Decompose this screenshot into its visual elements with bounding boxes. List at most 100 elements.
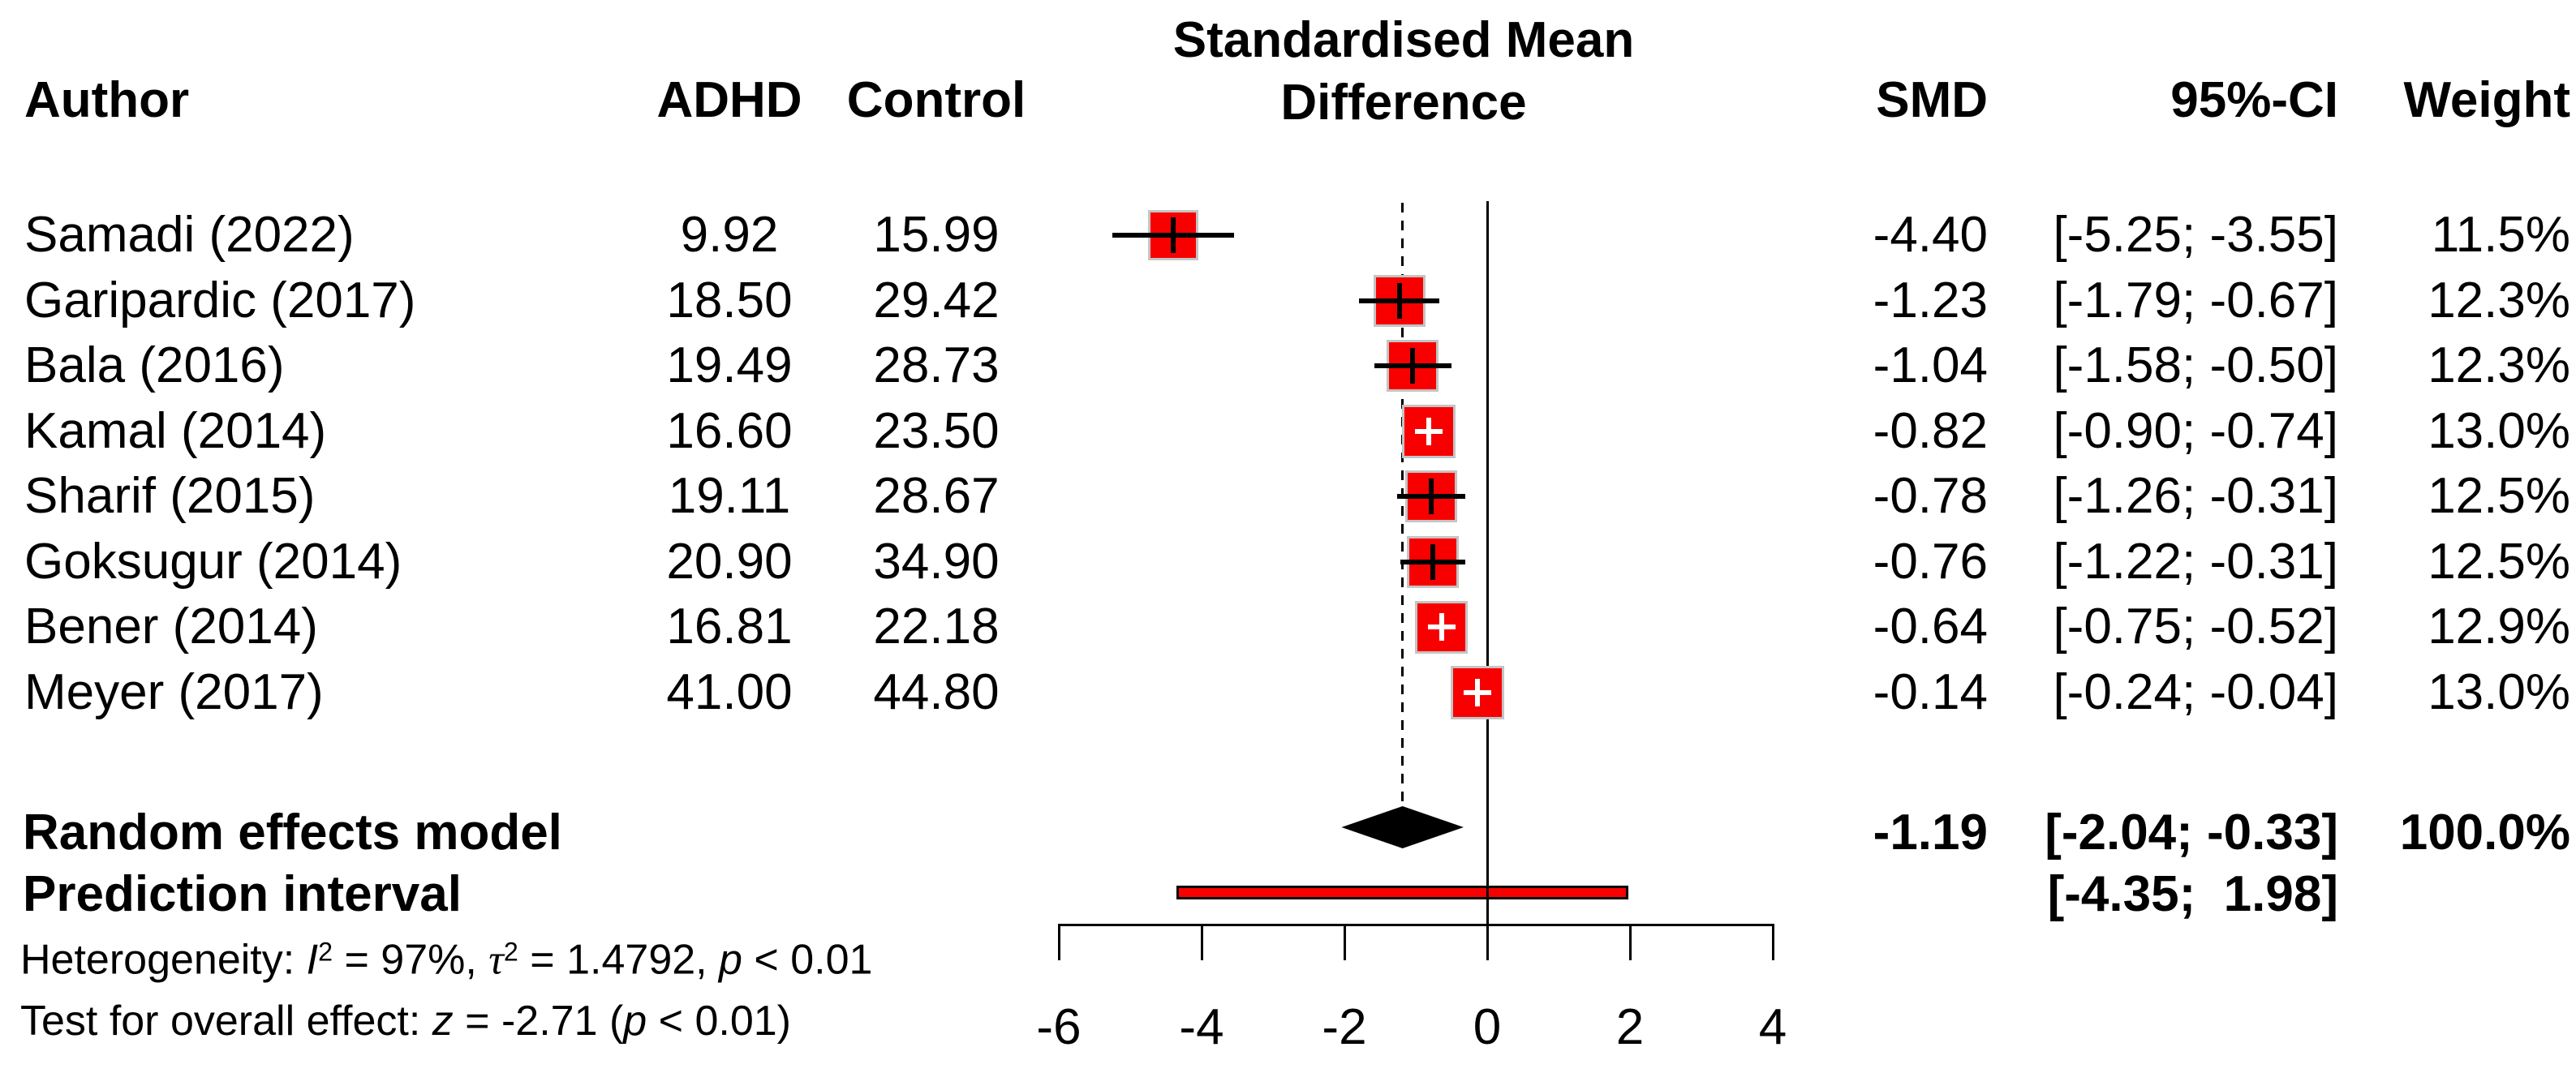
col-header-control: Control	[846, 72, 1026, 128]
study-smd: -1.23	[1873, 272, 1988, 328]
study-adhd: 18.50	[666, 272, 793, 328]
study-control: 29.42	[873, 272, 1000, 328]
zero-reference-line	[1486, 201, 1489, 924]
study-smd: -1.04	[1873, 337, 1988, 393]
col-header-adhd: ADHD	[656, 72, 802, 128]
study-weight: 12.9%	[2428, 599, 2570, 655]
study-smd: -0.76	[1873, 533, 1988, 590]
test-p-symbol: p	[623, 998, 647, 1045]
x-axis-tick	[1200, 924, 1203, 960]
study-adhd: 20.90	[666, 533, 793, 590]
study-ci: [-1.79; -0.67]	[2053, 272, 2338, 328]
heterogeneity-note: Heterogeneity: I2 = 97%, τ2 = 1.4792, p …	[20, 936, 873, 984]
x-axis-tick	[1057, 924, 1060, 960]
ci-center-tick	[1429, 479, 1434, 514]
point-marker-v	[1426, 417, 1431, 445]
study-weight: 13.0%	[2428, 402, 2570, 459]
random-effects-label: Random effects model	[23, 805, 562, 861]
study-ci: [-5.25; -3.55]	[2053, 207, 2338, 263]
study-control: 44.80	[873, 663, 1000, 720]
study-author: Meyer (2017)	[24, 663, 324, 720]
ci-center-tick	[1410, 348, 1416, 384]
point-marker-v	[1474, 678, 1480, 706]
study-weight: 12.5%	[2428, 468, 2570, 524]
study-control: 23.50	[873, 402, 1000, 459]
study-adhd: 9.92	[680, 207, 779, 263]
plot-title-line1: Standardised Mean	[1172, 12, 1635, 68]
het-seg1: = 97%,	[333, 936, 489, 984]
plot-title-line2: Difference	[1280, 75, 1527, 131]
col-header-ci: 95%-CI	[2170, 72, 2338, 128]
random-effects-diamond	[1341, 806, 1464, 848]
study-ci: [-1.26; -0.31]	[2053, 468, 2338, 524]
col-header-author: Author	[24, 72, 190, 128]
het-prefix: Heterogeneity:	[20, 936, 307, 984]
x-axis-tick	[1628, 924, 1632, 960]
study-weight: 12.3%	[2428, 272, 2570, 328]
x-axis-tick	[1486, 924, 1489, 960]
x-axis-tick-label: -4	[1179, 999, 1224, 1055]
study-smd: -0.78	[1873, 468, 1988, 524]
test-seg1: = -2.71 (	[453, 998, 624, 1045]
x-axis-tick-label: -2	[1322, 999, 1367, 1055]
x-axis-tick-label: -6	[1036, 999, 1082, 1055]
het-seg3: < 0.01	[742, 936, 873, 984]
study-control: 34.90	[873, 533, 1000, 590]
het-i-symbol: I	[306, 936, 319, 984]
study-weight: 12.5%	[2428, 533, 2570, 590]
study-ci: [-1.58; -0.50]	[2053, 337, 2338, 393]
study-weight: 13.0%	[2428, 663, 2570, 720]
study-author: Garipardic (2017)	[24, 272, 416, 328]
study-author: Samadi (2022)	[24, 207, 355, 263]
x-axis-tick-label: 4	[1758, 999, 1787, 1055]
study-smd: -0.14	[1873, 663, 1988, 720]
study-author: Bala (2016)	[24, 337, 285, 393]
prediction-interval-bar	[1176, 885, 1629, 899]
test-seg2: < 0.01)	[647, 998, 791, 1045]
ci-center-tick	[1430, 543, 1436, 580]
prediction-interval-ci: [-4.35; 1.98]	[2047, 866, 2338, 922]
overall-effect-note: Test for overall effect: z = -2.71 (p < …	[20, 1000, 791, 1042]
x-axis-tick	[1771, 924, 1774, 960]
study-author: Sharif (2015)	[24, 468, 316, 524]
study-adhd: 16.60	[666, 402, 793, 459]
study-ci: [-0.24; -0.04]	[2053, 663, 2338, 720]
pooled-estimate-dashed-line	[1400, 203, 1404, 806]
study-weight: 12.3%	[2428, 337, 2570, 393]
study-control: 22.18	[873, 599, 1000, 655]
study-smd: -4.40	[1873, 207, 1988, 263]
random-effects-smd: -1.19	[1873, 805, 1988, 861]
random-effects-weight: 100.0%	[2399, 805, 2570, 861]
x-axis-tick	[1343, 924, 1346, 960]
x-axis-tick-label: 0	[1473, 999, 1502, 1055]
x-axis-tick-label: 2	[1615, 999, 1645, 1055]
random-effects-ci: [-2.04; -0.33]	[2045, 805, 2338, 861]
ci-center-tick	[1170, 217, 1176, 253]
study-ci: [-0.75; -0.52]	[2053, 599, 2338, 655]
het-i-sup: 2	[318, 937, 333, 967]
het-p-symbol: p	[719, 936, 742, 984]
study-adhd: 19.11	[668, 468, 791, 524]
col-header-weight: Weight	[2403, 72, 2571, 128]
study-control: 28.73	[873, 337, 1000, 393]
het-tau-sup: 2	[503, 937, 518, 967]
point-marker-v	[1439, 613, 1444, 641]
study-adhd: 19.49	[666, 337, 793, 393]
study-adhd: 41.00	[666, 663, 793, 720]
study-adhd: 16.81	[666, 599, 793, 655]
study-smd: -0.64	[1873, 599, 1988, 655]
study-control: 15.99	[873, 207, 1000, 263]
study-smd: -0.82	[1873, 402, 1988, 459]
study-ci: [-0.90; -0.74]	[2053, 402, 2338, 459]
study-author: Bener (2014)	[24, 599, 318, 655]
het-tau-symbol: τ	[488, 937, 504, 984]
test-prefix: Test for overall effect:	[20, 998, 432, 1045]
study-control: 28.67	[873, 468, 1000, 524]
het-seg2: = 1.4792,	[518, 936, 720, 984]
prediction-interval-label: Prediction interval	[23, 866, 462, 922]
study-author: Goksugur (2014)	[24, 533, 402, 590]
test-z-symbol: z	[432, 998, 454, 1045]
study-ci: [-1.22; -0.31]	[2053, 533, 2338, 590]
study-weight: 11.5%	[2431, 207, 2570, 263]
